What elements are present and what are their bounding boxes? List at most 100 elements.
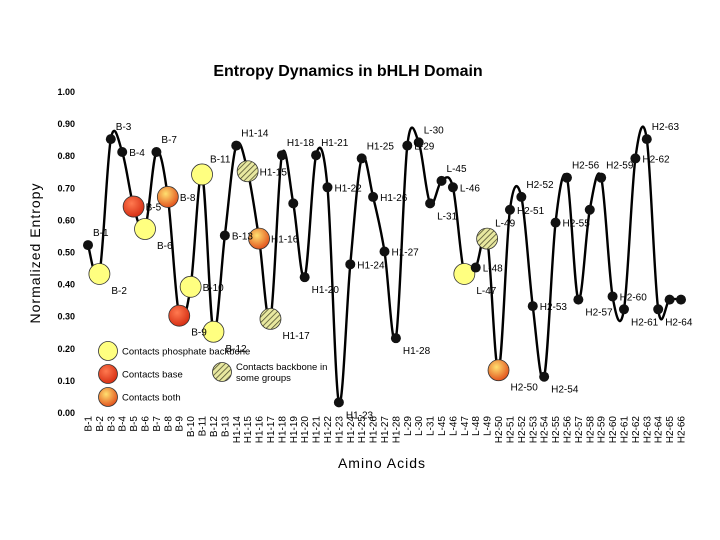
y-tick-label: 0.00 — [57, 408, 75, 418]
point-label: B-9 — [191, 328, 207, 339]
x-tick-label: B-2 — [95, 416, 106, 432]
legend-label: Contacts base — [122, 370, 183, 381]
x-tick-label: H2-52 — [517, 416, 528, 444]
data-point — [151, 146, 162, 157]
x-tick-label: H2-56 — [562, 416, 573, 444]
point-label: L-30 — [424, 125, 444, 136]
point-label: B-7 — [161, 135, 177, 146]
x-tick-label: B-8 — [163, 416, 174, 432]
data-point — [105, 134, 116, 145]
point-label: H2-62 — [642, 154, 670, 165]
data-point-backbone — [179, 275, 202, 298]
x-tick-label: B-13 — [220, 416, 231, 438]
data-point — [664, 294, 675, 305]
data-point-backbone — [453, 263, 476, 285]
point-label: L-46 — [460, 183, 480, 194]
x-tick-label: H2-63 — [642, 416, 653, 444]
x-tick-label: H2-51 — [505, 416, 516, 444]
x-tick-label: B-12 — [209, 416, 220, 438]
point-label: H2-57 — [585, 308, 613, 319]
legend-swatch-some — [212, 362, 232, 382]
x-tick-label: L-31 — [426, 416, 437, 436]
data-point-backbone — [202, 320, 225, 343]
data-point — [311, 150, 322, 161]
chart-title: Entropy Dynamics in bHLH Domain — [213, 63, 482, 80]
legend-swatch-base — [98, 364, 118, 384]
point-label: B-3 — [116, 122, 132, 133]
x-tick-label: H1-24 — [346, 416, 357, 444]
legend-label: Contacts both — [122, 393, 181, 404]
point-label: H2-56 — [572, 161, 600, 172]
x-tick-label: H2-61 — [619, 416, 630, 444]
point-label: H2-59 — [606, 161, 634, 172]
point-label: B-10 — [203, 283, 225, 294]
y-axis-label: Normalized Entropy — [27, 183, 43, 324]
x-tick-label: H2-60 — [608, 416, 619, 444]
data-point — [561, 172, 572, 183]
data-point — [83, 240, 93, 251]
point-label: H2-51 — [517, 206, 545, 217]
data-point — [504, 204, 515, 215]
data-point — [379, 246, 390, 257]
data-point — [219, 230, 230, 241]
point-label: B-4 — [129, 148, 145, 159]
x-tick-label: H2-62 — [631, 416, 642, 444]
point-label: B-11 — [210, 154, 231, 165]
point-label: H2-60 — [620, 292, 648, 303]
x-tick-label: B-3 — [106, 416, 117, 432]
x-tick-label: H2-64 — [654, 416, 665, 444]
y-tick-label: 0.40 — [57, 280, 75, 290]
point-label: H1-17 — [282, 331, 310, 342]
x-tick-label: H1-25 — [357, 416, 368, 444]
point-label: B-6 — [157, 241, 173, 252]
x-tick-label: L-46 — [448, 416, 459, 436]
y-tick-label: 0.80 — [57, 151, 75, 161]
x-tick-label: B-11 — [198, 416, 209, 437]
data-point — [653, 304, 664, 315]
point-label: L-47 — [476, 286, 496, 297]
data-point — [333, 397, 344, 408]
x-tick-label: H1-16 — [255, 416, 266, 444]
x-tick-label: B-7 — [152, 416, 163, 432]
point-label: H1-24 — [357, 260, 385, 271]
point-label: H1-14 — [241, 129, 269, 140]
x-tick-label: H2-59 — [597, 416, 608, 444]
point-label: H2-55 — [563, 219, 591, 230]
data-point — [345, 259, 356, 270]
data-point — [584, 204, 595, 215]
point-label: L-29 — [414, 142, 434, 153]
data-point — [322, 182, 333, 193]
x-tick-label: B-5 — [129, 416, 140, 432]
y-tick-label: 0.50 — [57, 248, 75, 258]
point-label: H2-61 — [631, 317, 659, 328]
x-tick-label: H1-21 — [312, 416, 323, 444]
point-label: H1-22 — [334, 183, 362, 194]
x-tick-label: H1-18 — [277, 416, 288, 444]
point-label: B-13 — [232, 231, 254, 242]
x-tick-label: H1-20 — [300, 416, 311, 444]
data-point — [413, 137, 424, 148]
x-tick-label: B-9 — [175, 416, 186, 432]
y-tick-label: 0.90 — [57, 119, 75, 129]
x-tick-label: B-10 — [186, 416, 197, 438]
data-point — [356, 153, 367, 164]
data-point — [447, 182, 458, 193]
x-tick-label: L-30 — [414, 416, 425, 436]
data-point — [288, 198, 299, 209]
data-point-some — [236, 160, 259, 183]
data-point — [516, 191, 527, 202]
x-tick-label: H1-23 — [334, 416, 345, 444]
point-label: H2-63 — [652, 122, 680, 133]
point-label: H1-21 — [321, 138, 349, 149]
data-point — [573, 294, 584, 305]
data-point — [630, 153, 641, 164]
legend-label: Contacts backbone in some groups — [236, 362, 327, 384]
x-tick-label: L-47 — [460, 416, 471, 436]
point-label: H2-50 — [511, 382, 539, 393]
data-point-both — [156, 186, 179, 208]
data-point-backbone — [88, 263, 111, 285]
point-label: B-1 — [93, 228, 109, 239]
data-point — [436, 175, 447, 186]
point-label: L-45 — [447, 164, 467, 175]
